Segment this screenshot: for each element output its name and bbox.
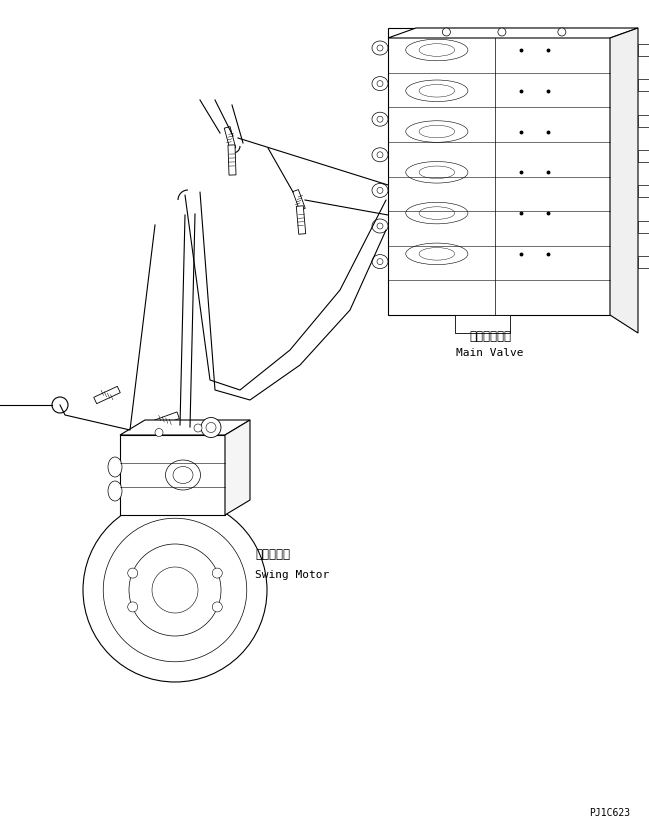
Ellipse shape	[406, 80, 468, 102]
Ellipse shape	[372, 147, 388, 162]
Ellipse shape	[419, 84, 454, 97]
Circle shape	[377, 45, 383, 51]
Circle shape	[128, 568, 138, 578]
Circle shape	[83, 498, 267, 682]
Circle shape	[212, 602, 223, 612]
Ellipse shape	[108, 457, 122, 477]
Circle shape	[194, 424, 202, 432]
Circle shape	[201, 417, 221, 437]
Circle shape	[377, 81, 383, 87]
Polygon shape	[610, 28, 638, 333]
Ellipse shape	[165, 460, 201, 490]
Bar	[638, 256, 649, 268]
Circle shape	[129, 544, 221, 636]
Circle shape	[52, 397, 68, 413]
Ellipse shape	[406, 39, 468, 61]
Polygon shape	[93, 387, 120, 404]
Circle shape	[103, 518, 247, 661]
Circle shape	[206, 422, 216, 432]
Polygon shape	[225, 127, 236, 149]
Ellipse shape	[419, 43, 454, 57]
Polygon shape	[388, 28, 638, 38]
Bar	[388, 28, 610, 315]
Ellipse shape	[372, 219, 388, 233]
Bar	[638, 185, 649, 197]
Ellipse shape	[406, 162, 468, 183]
Circle shape	[377, 258, 383, 265]
Circle shape	[377, 116, 383, 122]
Ellipse shape	[372, 41, 388, 55]
Bar	[454, 315, 510, 333]
Bar	[638, 221, 649, 232]
Text: 旋回モータ: 旋回モータ	[255, 548, 290, 561]
Text: Main Valve: Main Valve	[456, 348, 524, 358]
Circle shape	[152, 567, 198, 613]
Polygon shape	[297, 206, 306, 234]
Ellipse shape	[419, 166, 454, 178]
Ellipse shape	[372, 112, 388, 127]
Polygon shape	[293, 190, 305, 211]
Polygon shape	[151, 412, 179, 428]
Circle shape	[377, 187, 383, 193]
Bar	[638, 79, 649, 92]
Ellipse shape	[372, 183, 388, 197]
Bar	[638, 150, 649, 162]
Bar	[638, 44, 649, 56]
Circle shape	[558, 28, 566, 36]
Ellipse shape	[419, 207, 454, 219]
Circle shape	[377, 152, 383, 157]
Ellipse shape	[406, 202, 468, 224]
Ellipse shape	[108, 481, 122, 501]
Text: メインバルブ: メインバルブ	[469, 330, 511, 343]
Circle shape	[443, 28, 450, 36]
Ellipse shape	[372, 255, 388, 268]
Ellipse shape	[173, 466, 193, 483]
Circle shape	[377, 223, 383, 229]
Bar	[120, 435, 225, 515]
Bar	[638, 115, 649, 127]
Polygon shape	[228, 145, 236, 175]
Polygon shape	[225, 420, 250, 515]
Ellipse shape	[372, 77, 388, 91]
Ellipse shape	[406, 121, 468, 142]
Ellipse shape	[419, 125, 454, 137]
Text: PJ1C623: PJ1C623	[589, 808, 630, 818]
Text: Swing Motor: Swing Motor	[255, 570, 329, 580]
Ellipse shape	[419, 247, 454, 260]
Circle shape	[498, 28, 506, 36]
Ellipse shape	[406, 243, 468, 265]
Polygon shape	[120, 420, 250, 435]
Circle shape	[155, 428, 163, 436]
Circle shape	[128, 602, 138, 612]
Circle shape	[212, 568, 223, 578]
